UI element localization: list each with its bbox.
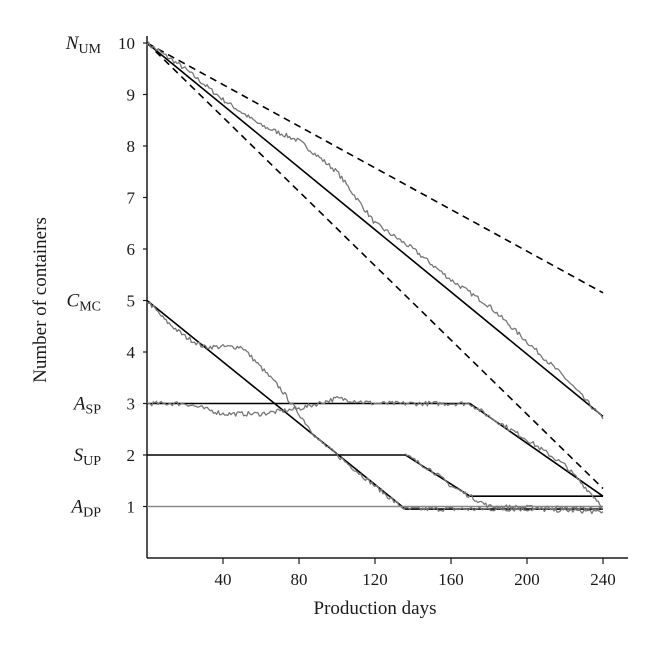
x-tick-label: 240 (590, 570, 616, 589)
y-tick-label: 7 (127, 189, 136, 208)
x-tick-label: 80 (291, 570, 308, 589)
y-tick-label: 3 (127, 395, 136, 414)
level-label: SUP (74, 445, 102, 469)
bound-dashed-line (146, 42, 604, 490)
y-tick-label: 9 (127, 86, 136, 105)
model-series-line (147, 454, 603, 497)
axes (146, 36, 628, 559)
y-tick-label: 2 (127, 446, 136, 465)
y-tick-label: 10 (118, 34, 135, 53)
x-tick-label: 120 (362, 570, 388, 589)
x-tick-label: 160 (438, 570, 464, 589)
level-label: ADP (69, 497, 101, 521)
plot-lines (146, 41, 604, 515)
x-axis-title: Production days (314, 598, 437, 619)
simulated-series-line (146, 41, 604, 420)
level-label: CMC (67, 291, 101, 315)
simulated-series-line (146, 395, 604, 508)
y-tick-label: 5 (127, 292, 136, 311)
level-label: ASP (72, 394, 101, 418)
bound-dashed-line (146, 42, 604, 294)
model-series-line (147, 402, 604, 497)
level-labels: NUM CMC ASP SUP ADP (65, 33, 102, 521)
x-tick-label: 200 (514, 570, 540, 589)
y-tick-label: 4 (127, 343, 136, 362)
model-series-line (146, 299, 603, 510)
y-axis-title: Number of containers (30, 217, 51, 383)
ticks: 1 2 3 4 5 6 7 8 9 10 40 80 120 160 200 240 (118, 34, 616, 589)
x-tick-label: 40 (215, 570, 232, 589)
y-tick-label: 1 (127, 498, 136, 517)
y-tick-label: 6 (127, 240, 136, 259)
level-label: NUM (65, 33, 102, 57)
model-series-line (146, 42, 604, 418)
simulated-series-line (146, 301, 604, 515)
simulated-series-line (404, 453, 604, 512)
y-tick-label: 8 (127, 137, 136, 156)
